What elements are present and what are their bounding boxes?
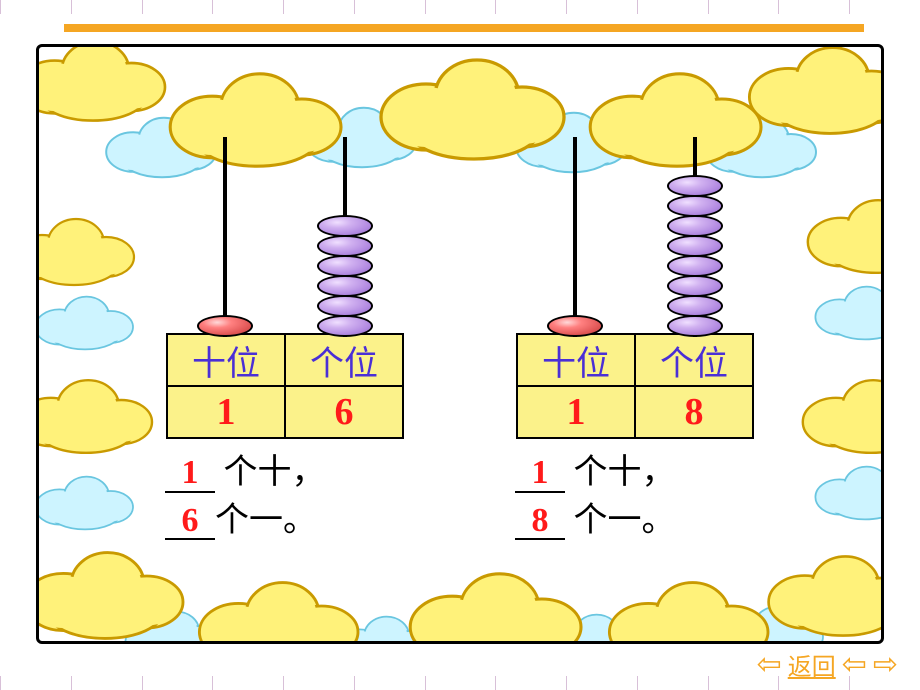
ones-value: 8 [635, 386, 753, 438]
place-value-table: 十位个位18 [516, 333, 754, 439]
tens-unit-text: 个十， [215, 454, 326, 491]
tens-value: 1 [167, 386, 285, 438]
tens-header: 十位 [517, 334, 635, 386]
place-value-table: 十位个位16 [166, 333, 404, 439]
main-frame: 十位个位161 个十，6个一。十位个位181 个十，8 个一。 [36, 44, 884, 644]
purple-bead [667, 275, 723, 297]
purple-bead [667, 295, 723, 317]
ones-unit-text: 个一。 [565, 502, 676, 539]
accent-bar [64, 24, 864, 32]
counter-group-0: 十位个位161 个十，6个一。 [165, 137, 405, 544]
description-sentence: 1 个十，6个一。 [165, 449, 405, 544]
counter-group-1: 十位个位181 个十，8 个一。 [515, 137, 755, 544]
tens-header: 十位 [167, 334, 285, 386]
purple-bead [667, 215, 723, 237]
purple-bead [667, 255, 723, 277]
purple-bead [317, 315, 373, 337]
ones-value: 6 [285, 386, 403, 438]
content-area: 十位个位161 个十，6个一。十位个位181 个十，8 个一。 [39, 47, 881, 641]
ones-header: 个位 [285, 334, 403, 386]
ruler-bottom [0, 670, 920, 690]
purple-bead [667, 235, 723, 257]
tens-value: 1 [517, 386, 635, 438]
purple-bead [317, 215, 373, 237]
abacus-rods [165, 137, 405, 337]
red-bead [197, 315, 253, 337]
ones-blank: 8 [515, 503, 565, 541]
purple-bead [317, 275, 373, 297]
description-sentence: 1 个十，8 个一。 [515, 449, 755, 544]
purple-bead [667, 175, 723, 197]
ones-unit-text: 个一。 [215, 502, 317, 539]
tens-blank: 1 [515, 455, 565, 493]
purple-bead [317, 295, 373, 317]
tens-blank: 1 [165, 455, 215, 493]
purple-bead [667, 195, 723, 217]
purple-bead [317, 255, 373, 277]
tens-unit-text: 个十， [565, 454, 676, 491]
ruler-top [0, 0, 920, 20]
tens-rod [573, 137, 577, 337]
ones-header: 个位 [635, 334, 753, 386]
red-bead [547, 315, 603, 337]
ones-blank: 6 [165, 503, 215, 541]
purple-bead [317, 235, 373, 257]
tens-rod [223, 137, 227, 337]
abacus-rods [515, 137, 755, 337]
purple-bead [667, 315, 723, 337]
